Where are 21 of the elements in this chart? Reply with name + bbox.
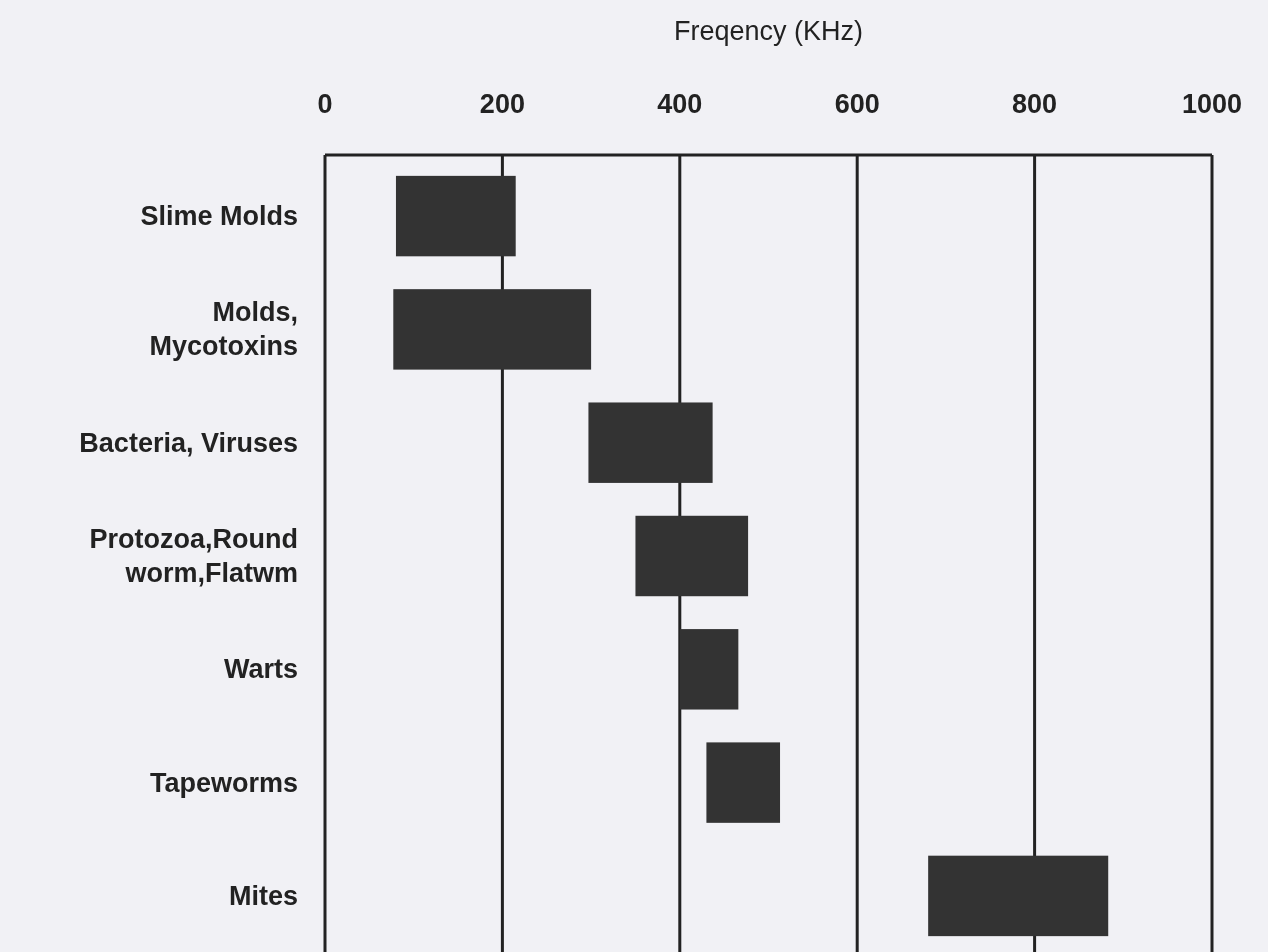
x-tick-label: 800 (1012, 89, 1058, 119)
y-tick-label: Protozoa,Round worm,Flatwm (89, 524, 298, 588)
bar (395, 175, 516, 257)
bar (928, 855, 1109, 937)
bar (588, 402, 713, 483)
y-tick-label: Bacteria, Viruses (79, 427, 298, 458)
y-tick-label: Warts (223, 654, 298, 685)
x-tick-label: 600 (834, 89, 880, 119)
x-axis-title: Freqency (KHz) (673, 16, 864, 46)
x-tick-label: 400 (657, 89, 703, 119)
y-tick-label: Slime Molds (140, 201, 298, 232)
bar (635, 515, 749, 597)
x-tick-label: 1000 (1181, 89, 1243, 119)
x-tick-label: 0 (317, 89, 333, 119)
y-tick-label: Molds, Mycotoxins (149, 297, 298, 362)
y-tick-label: Tapeworms (149, 767, 298, 798)
x-tick-label: 200 (479, 89, 525, 119)
bar (679, 629, 739, 710)
bar (393, 289, 592, 370)
bar (706, 742, 781, 823)
y-tick-label: Mites (228, 880, 298, 911)
